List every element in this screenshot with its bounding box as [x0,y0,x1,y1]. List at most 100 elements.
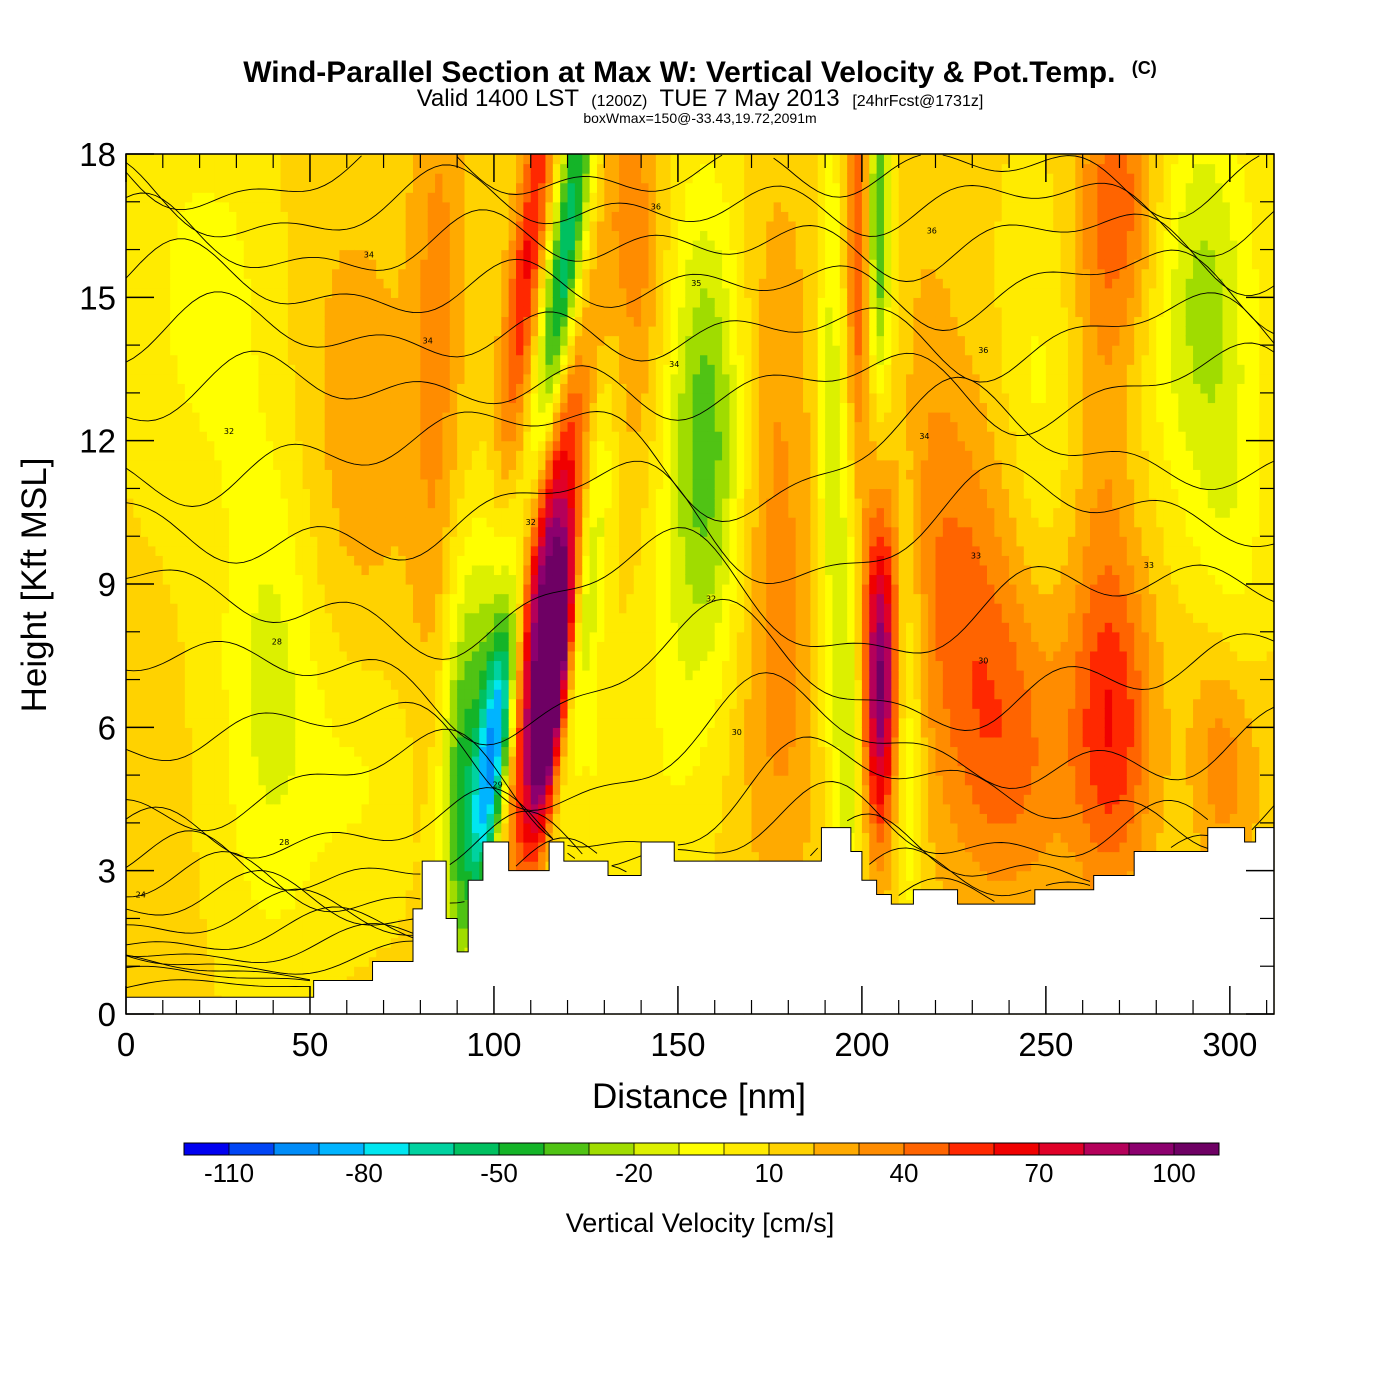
velocity-cell [251,383,260,394]
velocity-cell [413,450,421,461]
velocity-cell [449,870,458,881]
velocity-cell [302,392,311,404]
velocity-cell [464,813,473,824]
velocity-cell [140,278,149,289]
velocity-cell [184,670,193,681]
velocity-cell [346,507,355,518]
velocity-cell [317,555,326,566]
velocity-cell [192,459,201,470]
velocity-cell [162,392,171,404]
velocity-cell [251,373,260,384]
velocity-cell [229,278,237,289]
velocity-cell [133,947,142,958]
velocity-cell [398,421,407,432]
velocity-cell [390,192,399,203]
velocity-cell [265,421,274,432]
velocity-cell [162,822,171,834]
velocity-cell [324,851,333,862]
velocity-cell [324,660,333,671]
velocity-cell [516,536,524,547]
velocity-cell [413,861,421,872]
velocity-cell [516,249,524,260]
velocity-cell [199,889,208,900]
velocity-cell [413,469,421,480]
velocity-cell [126,316,134,327]
velocity-cell [508,259,517,270]
velocity-cell [221,574,230,585]
velocity-cell [361,306,370,318]
velocity-cell [236,297,245,308]
velocity-cell [324,345,333,356]
velocity-cell [324,526,333,537]
velocity-cell [530,717,539,728]
velocity-cell [251,163,260,174]
velocity-cell [280,908,289,920]
velocity-cell [177,985,186,996]
velocity-cell [206,440,215,451]
velocity-cell [324,211,333,222]
velocity-cell [354,584,363,595]
velocity-cell [508,593,517,604]
velocity-cell [214,908,223,920]
velocity-cell [405,803,414,814]
velocity-cell [361,880,370,891]
velocity-cell [155,985,164,996]
velocity-cell [361,813,370,824]
velocity-cell [479,517,488,528]
velocity-cell [309,679,318,690]
velocity-cell [280,526,289,537]
velocity-cell [457,555,466,566]
velocity-cell [324,622,333,633]
velocity-cell [486,507,495,518]
velocity-cell [133,928,142,939]
velocity-cell [413,698,421,709]
velocity-cell [148,259,157,270]
velocity-cell [493,316,502,327]
velocity-cell [346,268,355,279]
velocity-cell [354,670,363,681]
velocity-cell [486,268,495,279]
velocity-cell [184,631,193,642]
velocity-cell [339,249,348,260]
velocity-cell [273,163,282,174]
velocity-cell [405,822,414,834]
velocity-cell [501,326,510,337]
velocity-cell [243,306,252,318]
velocity-cell [457,354,466,365]
velocity-cell [236,478,245,490]
velocity-cell [413,201,421,212]
velocity-cell [339,230,348,241]
velocity-cell [471,727,480,738]
velocity-cell [508,431,517,442]
velocity-cell [471,278,480,289]
velocity-cell [265,842,274,853]
velocity-cell [133,660,142,671]
velocity-cell [501,297,510,308]
velocity-cell [508,507,517,518]
velocity-cell [214,498,223,509]
velocity-cell [508,803,517,814]
velocity-cell [427,478,436,490]
velocity-cell [435,631,444,642]
velocity-cell [523,345,532,356]
velocity-cell [295,392,304,404]
velocity-cell [184,746,193,757]
velocity-cell [390,478,399,490]
velocity-cell [479,746,488,757]
velocity-cell [346,459,355,470]
velocity-cell [148,545,157,556]
velocity-cell [464,603,473,614]
velocity-cell [177,908,186,920]
velocity-cell [265,536,274,547]
velocity-cell [221,354,230,365]
velocity-cell [214,574,223,585]
velocity-cell [420,784,429,795]
velocity-cell [155,851,164,862]
velocity-cell [229,259,237,270]
velocity-cell [383,937,392,948]
velocity-cell [332,612,341,623]
velocity-cell [479,154,488,165]
velocity-cell [309,918,318,929]
velocity-cell [258,287,267,298]
velocity-cell [390,469,399,480]
